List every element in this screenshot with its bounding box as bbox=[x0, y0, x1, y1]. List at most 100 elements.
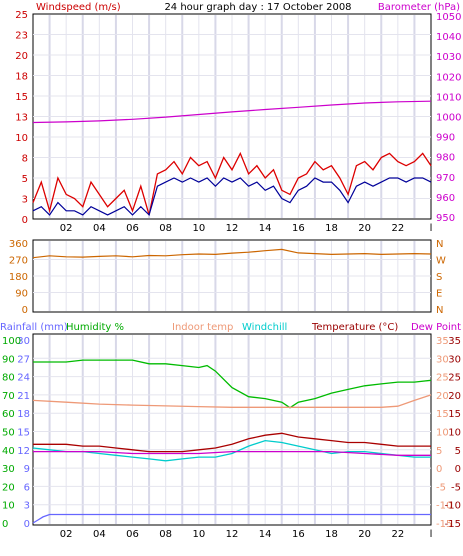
series-dew-point bbox=[33, 450, 431, 456]
temp-hum-rain-x-tick-20: 20 bbox=[358, 529, 371, 540]
compass-tick-E: E bbox=[436, 289, 442, 300]
wind-baro-x-tick-20: 20 bbox=[358, 223, 371, 234]
indoor-temp-tick--10: -10 bbox=[436, 501, 452, 512]
indoor-temp-tick-10: 10 bbox=[436, 428, 449, 439]
compass-tick-W: W bbox=[436, 256, 446, 267]
compass-tick-N: N bbox=[436, 239, 443, 250]
wind-baro-panel: 0 3 5 8 10 13 15 18 20 23 25 950 960 970 980 990 1000 10… bbox=[15, 10, 461, 234]
temp-hum-rain-x-tick-18: 18 bbox=[325, 529, 338, 540]
windspeed-tick-8: 8 bbox=[22, 154, 28, 165]
indoor-temp-tick-20: 20 bbox=[436, 391, 449, 402]
temperature-axis-title: Temperature (°C) bbox=[311, 322, 398, 333]
series-windspeed bbox=[32, 151, 432, 216]
wind-direction-series bbox=[32, 248, 432, 259]
windchill-label: Windchill bbox=[242, 322, 287, 333]
direction-tick-90: 90 bbox=[15, 289, 28, 300]
wind-baro-x-tick-10: 10 bbox=[192, 223, 205, 234]
barometer-tick-1050: 1050 bbox=[436, 12, 461, 23]
windspeed-tick-10: 10 bbox=[15, 133, 28, 144]
barometer-tick-980: 980 bbox=[436, 153, 455, 164]
barometer-tick-1020: 1020 bbox=[436, 72, 461, 83]
temp-hum-rain-x-tick-10: 10 bbox=[192, 529, 205, 540]
series-gust bbox=[32, 177, 432, 217]
wind-baro-x-tick-04: 04 bbox=[93, 223, 106, 234]
indoor-temp-tick-35: 35 bbox=[436, 336, 449, 347]
wind-baro-x-tick-22: 22 bbox=[391, 223, 404, 234]
windspeed-tick-20: 20 bbox=[15, 51, 28, 62]
compass-tick-S: S bbox=[436, 272, 442, 283]
humidity-axis-title: Humidity % bbox=[66, 322, 124, 333]
indoor-temp-tick-5: 5 bbox=[436, 446, 442, 457]
wind-baro-x-tick-12: 12 bbox=[226, 223, 239, 234]
rainfall-tick-15: 15 bbox=[17, 428, 30, 439]
temp-hum-rain-x-tick-14: 14 bbox=[259, 529, 272, 540]
series-barometer bbox=[32, 100, 432, 124]
direction-tick-270: 270 bbox=[9, 256, 28, 267]
windspeed-tick-25: 25 bbox=[15, 10, 28, 21]
humidity-tick-40: 40 bbox=[2, 446, 15, 457]
direction-tick-180: 180 bbox=[9, 272, 28, 283]
temperature-tick-labels: 35 35 30 30 25 25 20 20 15 15 10 10 5 5 0 0 -5 -5 -10-10 -1… bbox=[436, 336, 461, 530]
direction-tick-0: 0 bbox=[22, 305, 28, 316]
temp-hum-rain-x-tick-04: 04 bbox=[93, 529, 106, 540]
barometer-tick-990: 990 bbox=[436, 133, 455, 144]
wind-baro-series bbox=[32, 100, 432, 217]
temp-hum-rain-x-tick-08: 08 bbox=[159, 529, 172, 540]
rainfall-tick-30: 30 bbox=[17, 336, 30, 347]
windspeed-tick-3: 3 bbox=[22, 195, 28, 206]
temp-hum-rain-x-tick-labels: 02 04 06 08 10 12 14 16 18 20 22 l bbox=[60, 529, 433, 540]
rainfall-tick-3: 3 bbox=[24, 501, 30, 512]
rainfall-tick-9: 9 bbox=[24, 464, 30, 475]
humidity-tick-80: 80 bbox=[2, 373, 15, 384]
wind-baro-x-tick-labels: 02 04 06 08 10 12 14 16 18 20 22 l bbox=[60, 223, 433, 234]
temp-hum-rain-grid bbox=[33, 335, 431, 524]
indoor-temp-tick-30: 30 bbox=[436, 354, 449, 365]
windspeed-tick-15: 15 bbox=[15, 92, 28, 103]
temperature-tick--10: -10 bbox=[445, 501, 461, 512]
barometer-tick-1010: 1010 bbox=[436, 92, 461, 103]
windspeed-tick-18: 18 bbox=[15, 72, 28, 83]
wind-baro-grid bbox=[33, 15, 431, 218]
temperature-tick-30: 30 bbox=[448, 354, 461, 365]
series-windchill bbox=[32, 439, 431, 462]
barometer-tick-1000: 1000 bbox=[436, 113, 461, 124]
windspeed-axis-title: Windspeed (m/s) bbox=[36, 2, 121, 13]
barometer-tick-950: 950 bbox=[436, 213, 455, 224]
humidity-tick-20: 20 bbox=[2, 482, 15, 493]
humidity-tick-90: 90 bbox=[2, 354, 15, 365]
humidity-tick-30: 30 bbox=[2, 464, 15, 475]
temperature-tick-20: 20 bbox=[448, 391, 461, 402]
indoor-temp-tick-25: 25 bbox=[436, 373, 449, 384]
barometer-tick-labels: 950 960 970 980 990 1000 1010 1020 1030 1040 1050 bbox=[436, 12, 461, 224]
temperature-tick-10: 10 bbox=[448, 428, 461, 439]
temperature-tick-0: 0 bbox=[455, 464, 461, 475]
temp-hum-rain-x-tick-12: 12 bbox=[226, 529, 239, 540]
series-indoor-temp bbox=[32, 394, 432, 408]
windspeed-tick-0: 0 bbox=[22, 215, 28, 226]
barometer-tick-970: 970 bbox=[436, 173, 455, 184]
direction-degree-tick-labels: 360 270 180 90 0 bbox=[9, 239, 28, 316]
rainfall-tick-21: 21 bbox=[17, 391, 30, 402]
temperature-tick--5: -5 bbox=[451, 482, 461, 493]
rainfall-tick-12: 12 bbox=[17, 446, 30, 457]
wind-baro-x-tick-06: 06 bbox=[126, 223, 139, 234]
rainfall-tick-24: 24 bbox=[17, 373, 30, 384]
humidity-tick-0: 0 bbox=[2, 519, 8, 530]
wind-baro-x-tick-08: 08 bbox=[159, 223, 172, 234]
indoor-temp-tick--5: -5 bbox=[436, 482, 446, 493]
series-wind-direction bbox=[32, 248, 432, 259]
wind-baro-x-tick-16: 16 bbox=[292, 223, 305, 234]
rainfall-axis-title: Rainfall (mm) bbox=[0, 322, 68, 333]
indoor-temp-tick--15: -15 bbox=[436, 519, 452, 530]
humidity-tick-60: 60 bbox=[2, 409, 15, 420]
chart-title: 24 hour graph day : 17 October 2008 bbox=[164, 2, 351, 13]
wind-baro-x-tick-l: l bbox=[430, 223, 433, 234]
barometer-tick-1040: 1040 bbox=[436, 32, 461, 43]
barometer-axis-title: Barometer (hPa) bbox=[378, 2, 460, 13]
wind-baro-x-tick-18: 18 bbox=[325, 223, 338, 234]
